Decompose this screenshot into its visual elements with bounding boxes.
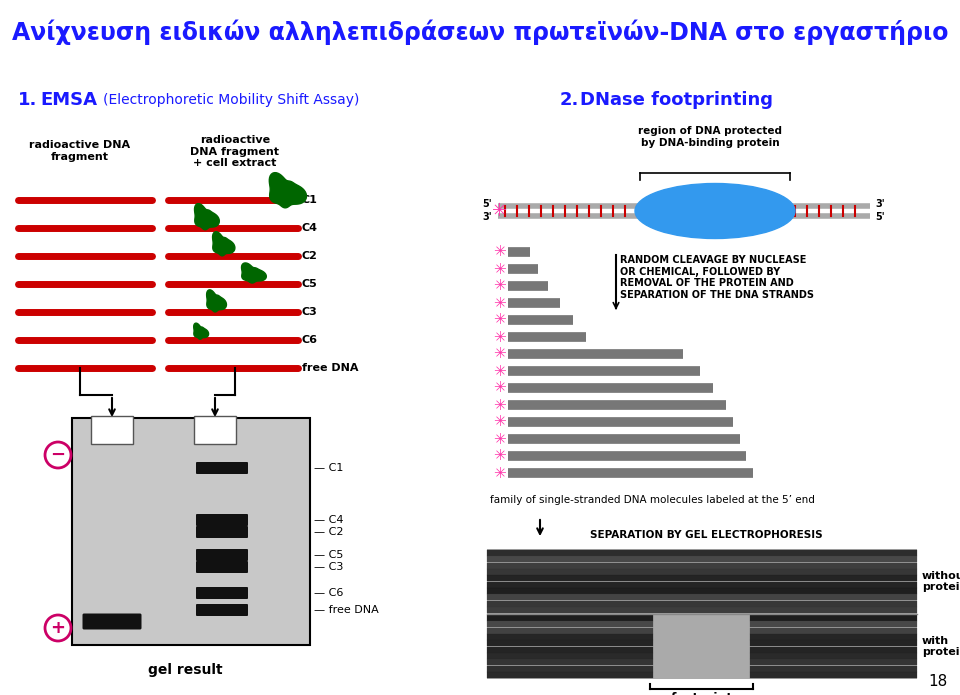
Text: ✳: ✳: [493, 313, 506, 327]
Text: RANDOM CLEAVAGE BY NUCLEASE
OR CHEMICAL, FOLLOWED BY
REMOVAL OF THE PROTEIN AND
: RANDOM CLEAVAGE BY NUCLEASE OR CHEMICAL,…: [620, 255, 814, 300]
Text: 3': 3': [875, 199, 884, 209]
Text: without
protein: without protein: [922, 571, 960, 592]
Text: ✳: ✳: [493, 398, 506, 413]
Text: 3': 3': [482, 212, 492, 222]
Bar: [72, 418, 310, 645]
Text: 5': 5': [482, 199, 492, 209]
FancyBboxPatch shape: [196, 462, 248, 474]
Text: ✳: ✳: [493, 261, 506, 277]
Text: C6: C6: [302, 335, 318, 345]
Text: C4: C4: [302, 223, 318, 233]
Text: family of single-stranded DNA molecules labeled at the 5’ end: family of single-stranded DNA molecules …: [490, 495, 815, 505]
Text: with
protein: with protein: [922, 636, 960, 657]
Text: Ανίχνευση ειδικών αλληλεπιδράσεων πρωτεϊνών-DNA στο εργαστήριο: Ανίχνευση ειδικών αλληλεπιδράσεων πρωτεϊ…: [12, 19, 948, 44]
Text: gel result: gel result: [148, 663, 223, 677]
Bar: [91, 416, 133, 444]
Bar: [194, 416, 236, 444]
Text: footprint: footprint: [670, 692, 732, 695]
Text: (Electrophoretic Mobility Shift Assay): (Electrophoretic Mobility Shift Assay): [103, 93, 359, 107]
Text: SEPARATION BY GEL ELECTROPHORESIS: SEPARATION BY GEL ELECTROPHORESIS: [590, 530, 823, 540]
Text: EMSA: EMSA: [40, 91, 97, 109]
Text: ✳: ✳: [493, 363, 506, 379]
FancyBboxPatch shape: [196, 561, 248, 573]
Text: — C5: — C5: [314, 550, 344, 560]
Bar: [487, 549, 917, 679]
FancyBboxPatch shape: [83, 614, 141, 630]
Polygon shape: [206, 290, 227, 312]
Text: 5': 5': [875, 212, 884, 222]
Text: free DNA: free DNA: [302, 363, 358, 373]
Text: — C1: — C1: [314, 463, 344, 473]
Text: −: −: [51, 446, 65, 464]
Text: — free DNA: — free DNA: [314, 605, 379, 615]
Text: radioactive
DNA fragment
+ cell extract: radioactive DNA fragment + cell extract: [190, 135, 279, 168]
Text: ✳: ✳: [493, 279, 506, 293]
Text: ✳: ✳: [493, 347, 506, 361]
Text: DNase footprinting: DNase footprinting: [580, 91, 773, 109]
Text: C5: C5: [302, 279, 318, 289]
Text: ✳: ✳: [492, 202, 508, 220]
Polygon shape: [242, 263, 266, 283]
FancyBboxPatch shape: [196, 514, 248, 526]
Polygon shape: [270, 172, 306, 208]
Text: — C2: — C2: [314, 527, 344, 537]
Text: ✳: ✳: [493, 448, 506, 464]
Text: 18: 18: [928, 675, 948, 689]
FancyBboxPatch shape: [196, 526, 248, 538]
Text: C1: C1: [302, 195, 318, 205]
Text: — C6: — C6: [314, 588, 344, 598]
Text: C3: C3: [302, 307, 318, 317]
Polygon shape: [194, 323, 208, 339]
Text: ✳: ✳: [493, 466, 506, 480]
Text: ✳: ✳: [493, 245, 506, 259]
FancyBboxPatch shape: [196, 587, 248, 599]
Text: region of DNA protected
by DNA-binding protein: region of DNA protected by DNA-binding p…: [638, 126, 782, 148]
Text: ✳: ✳: [493, 380, 506, 395]
Text: 1.: 1.: [18, 91, 37, 109]
Text: — C3: — C3: [314, 562, 344, 572]
Polygon shape: [212, 231, 235, 256]
FancyBboxPatch shape: [196, 604, 248, 616]
Ellipse shape: [635, 183, 795, 238]
Text: ✳: ✳: [493, 329, 506, 345]
FancyBboxPatch shape: [196, 549, 248, 561]
Text: ✳: ✳: [493, 295, 506, 311]
Text: ✳: ✳: [493, 432, 506, 446]
Polygon shape: [195, 204, 219, 230]
Text: radioactive DNA
fragment: radioactive DNA fragment: [30, 140, 131, 162]
Text: 2.: 2.: [560, 91, 580, 109]
Text: ✳: ✳: [493, 414, 506, 430]
Text: +: +: [51, 619, 65, 637]
Text: C2: C2: [302, 251, 318, 261]
Text: — C4: — C4: [314, 515, 344, 525]
